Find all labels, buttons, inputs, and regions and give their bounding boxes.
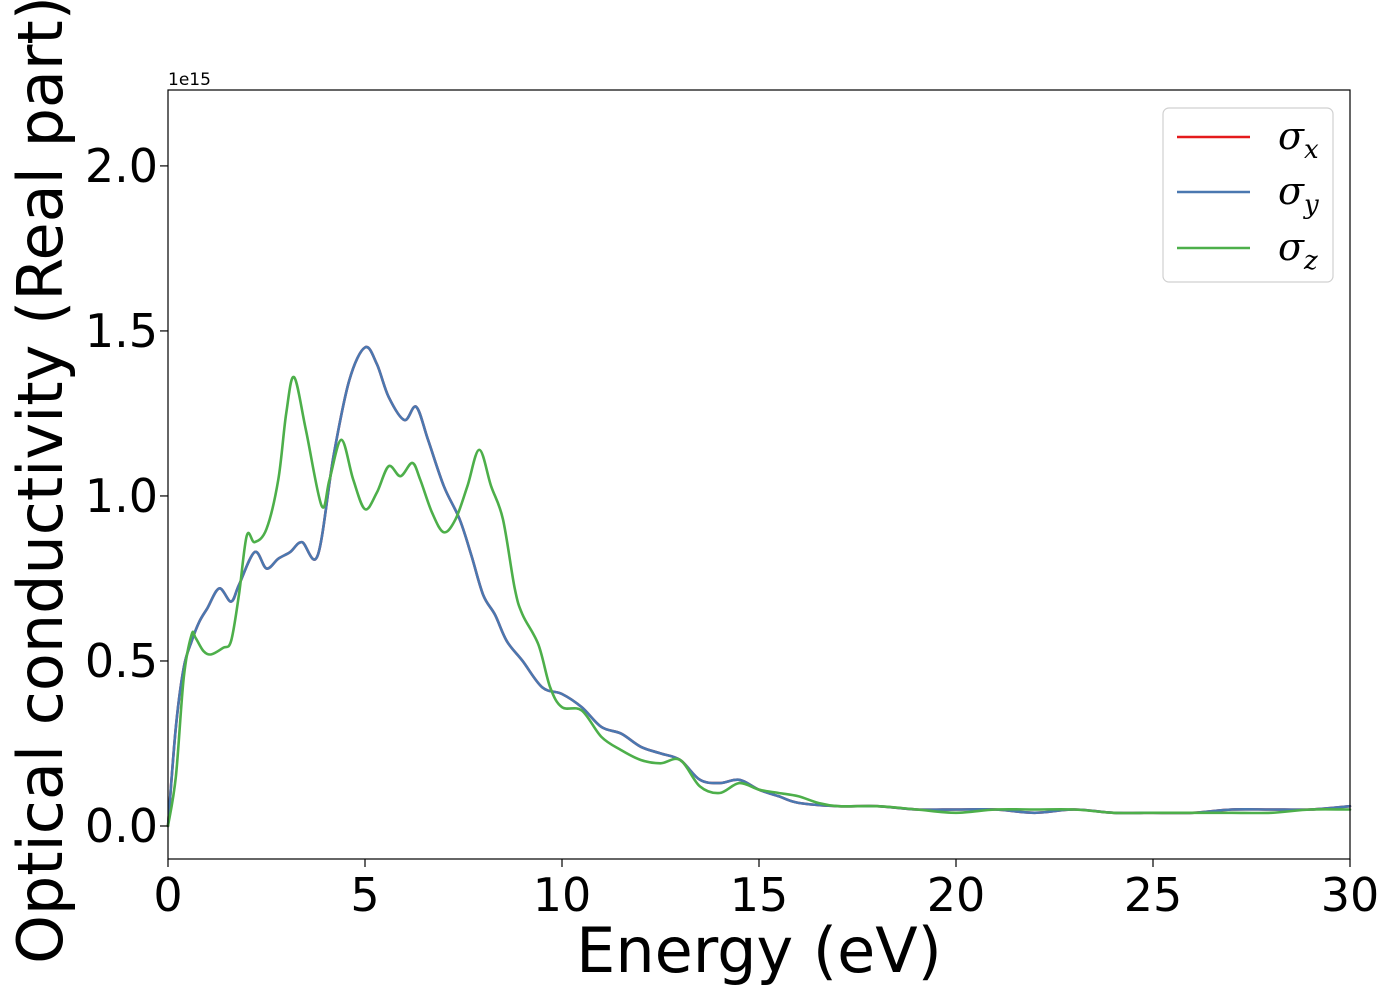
legend-label-y: σy bbox=[1278, 169, 1319, 220]
y-tick-label: 2.0 bbox=[85, 139, 158, 193]
x-tick-label: 15 bbox=[730, 868, 789, 922]
x-tick-label: 30 bbox=[1321, 868, 1380, 922]
y-tick-label: 0.5 bbox=[85, 634, 158, 688]
y-tick-label: 0.0 bbox=[85, 799, 158, 853]
series-line-z bbox=[166, 375, 1352, 828]
y-axis-ticks: 0.0 0.5 1.0 1.5 2.0 bbox=[85, 139, 168, 853]
x-tick-label: 25 bbox=[1124, 868, 1183, 922]
y-tick-label: 1.0 bbox=[85, 469, 158, 523]
legend-frame bbox=[1162, 107, 1334, 283]
series-layer bbox=[166, 345, 1352, 828]
x-tick-label: 0 bbox=[153, 868, 182, 922]
y-axis-label: Optical conductivity (Real part) bbox=[4, 0, 77, 964]
legend-label-x: σx bbox=[1278, 114, 1319, 165]
y-offset-text: 1e15 bbox=[168, 70, 211, 90]
x-axis-label: Energy (eV) bbox=[576, 914, 942, 987]
x-tick-label: 10 bbox=[533, 868, 592, 922]
x-axis-ticks: 0 5 10 15 20 25 30 bbox=[153, 859, 1379, 922]
y-tick-label: 1.5 bbox=[85, 304, 158, 358]
x-tick-label: 5 bbox=[350, 868, 379, 922]
x-tick-label: 20 bbox=[927, 868, 986, 922]
plot-area bbox=[168, 90, 1350, 859]
series-line-y bbox=[166, 345, 1352, 828]
legend-label-z: σz bbox=[1278, 225, 1318, 276]
